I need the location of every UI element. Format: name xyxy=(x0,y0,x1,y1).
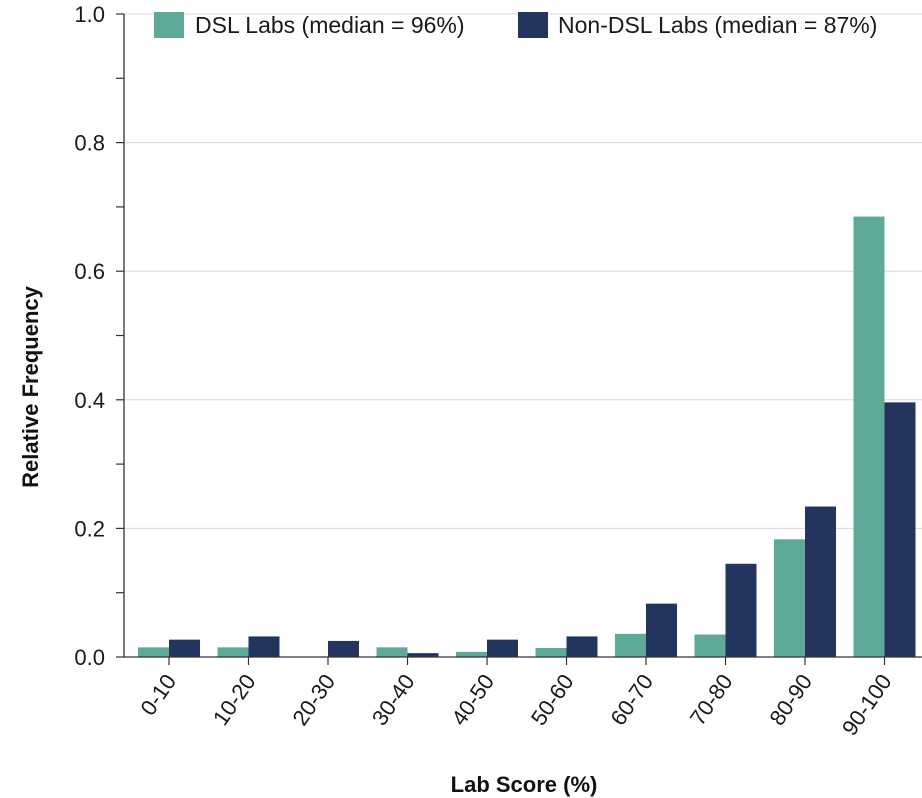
bar-dsl xyxy=(774,539,805,657)
bar-non-dsl xyxy=(884,402,916,657)
x-tick-label: 70-80 xyxy=(685,670,738,730)
x-axis-title: Lab Score (%) xyxy=(451,772,598,797)
bar-non-dsl xyxy=(725,563,757,657)
bar-dsl xyxy=(615,633,646,657)
y-tick-label: 0.6 xyxy=(74,259,105,284)
x-tick-label: 10-20 xyxy=(208,670,261,730)
legend-label-non-dsl: Non-DSL Labs (median = 87%) xyxy=(558,12,877,38)
y-tick-label: 0.0 xyxy=(74,645,105,670)
y-tick-label: 0.4 xyxy=(74,388,105,413)
bar-dsl xyxy=(456,651,487,657)
y-tick-label: 0.2 xyxy=(74,516,105,541)
bar-dsl xyxy=(853,216,885,658)
bar-non-dsl xyxy=(169,639,200,657)
bars xyxy=(138,216,916,658)
x-tick-label: 0-10 xyxy=(135,670,181,720)
x-tick-label: 30-40 xyxy=(367,670,420,730)
legend-swatch-non-dsl xyxy=(518,12,548,38)
bar-non-dsl xyxy=(407,653,439,657)
bar-non-dsl xyxy=(805,506,836,657)
x-tick-label: 60-70 xyxy=(605,670,658,730)
bar-non-dsl xyxy=(328,640,359,657)
bar-non-dsl xyxy=(646,603,677,657)
x-tick-label: 90-100 xyxy=(837,670,897,740)
x-tick-label: 50-60 xyxy=(526,670,579,730)
x-tick-label: 80-90 xyxy=(764,670,817,730)
legend-swatch-dsl xyxy=(154,12,184,38)
y-tick-label: 1.0 xyxy=(74,2,105,27)
bar-dsl xyxy=(217,647,249,657)
x-tick-label: 20-30 xyxy=(287,670,340,730)
y-axis-title: Relative Frequency xyxy=(18,285,43,488)
bar-dsl xyxy=(694,634,726,657)
x-tick-label: 40-50 xyxy=(446,670,499,730)
legend: DSL Labs (median = 96%) Non-DSL Labs (med… xyxy=(154,12,877,38)
bar-non-dsl xyxy=(566,636,598,657)
bar-non-dsl xyxy=(487,639,518,657)
bar-non-dsl xyxy=(248,636,280,657)
bar-dsl xyxy=(138,647,169,657)
y-tick-label: 0.8 xyxy=(74,131,105,156)
bar-dsl xyxy=(535,647,567,657)
legend-label-dsl: DSL Labs (median = 96%) xyxy=(195,12,465,38)
gridlines xyxy=(124,13,922,529)
bar-dsl xyxy=(376,647,408,657)
